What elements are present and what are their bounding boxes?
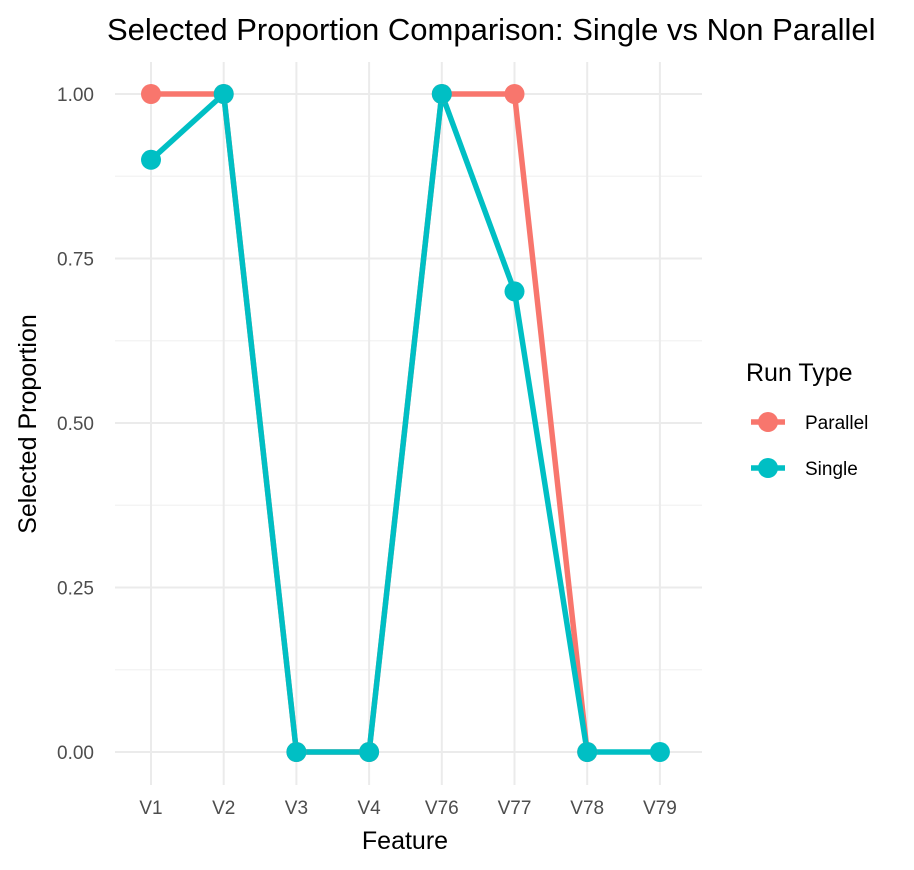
x-tick-label: V78	[570, 798, 604, 819]
data-point-parallel	[504, 84, 525, 104]
data-point-single	[286, 742, 307, 762]
legend: Run Type Parallel Single	[746, 359, 868, 480]
data-point-parallel	[141, 84, 161, 104]
x-tick-label: V79	[643, 798, 677, 819]
x-tick-label: V76	[425, 798, 459, 819]
data-point-single	[359, 742, 380, 762]
data-point-single	[213, 84, 234, 104]
y-tick-label: 0.50	[57, 414, 94, 435]
data-point-single	[141, 149, 161, 170]
x-axis-title: Feature	[362, 827, 448, 855]
y-axis-ticks: 0.00 0.25 0.50 0.75 1.00	[57, 85, 94, 764]
legend-key-point-single	[758, 458, 778, 478]
x-tick-label: V1	[139, 798, 162, 819]
series-points	[141, 84, 670, 762]
series-line-single	[149, 91, 660, 755]
chart-title: Selected Proportion Comparison: Single v…	[107, 12, 876, 47]
y-tick-label: 0.00	[57, 743, 94, 764]
y-tick-label: 0.75	[57, 250, 94, 271]
x-tick-label: V2	[212, 798, 235, 819]
x-tick-label: V77	[498, 798, 532, 819]
x-tick-label: V3	[285, 798, 308, 819]
y-tick-label: 0.25	[57, 579, 94, 600]
plot-grid	[115, 62, 702, 785]
legend-label-parallel: Parallel	[805, 413, 868, 434]
data-point-single	[431, 84, 452, 104]
legend-label-single: Single	[805, 459, 858, 480]
x-axis-ticks: V1 V2 V3 V4 V76 V77 V78 V79	[139, 798, 676, 819]
legend-key-point-parallel	[758, 412, 778, 432]
y-axis-title: Selected Proportion	[14, 314, 42, 534]
x-tick-label: V4	[357, 798, 381, 819]
data-point-single	[504, 281, 525, 302]
legend-title: Run Type	[746, 359, 853, 387]
data-point-single	[649, 742, 670, 762]
y-tick-label: 1.00	[57, 85, 94, 106]
data-point-single	[577, 742, 598, 762]
